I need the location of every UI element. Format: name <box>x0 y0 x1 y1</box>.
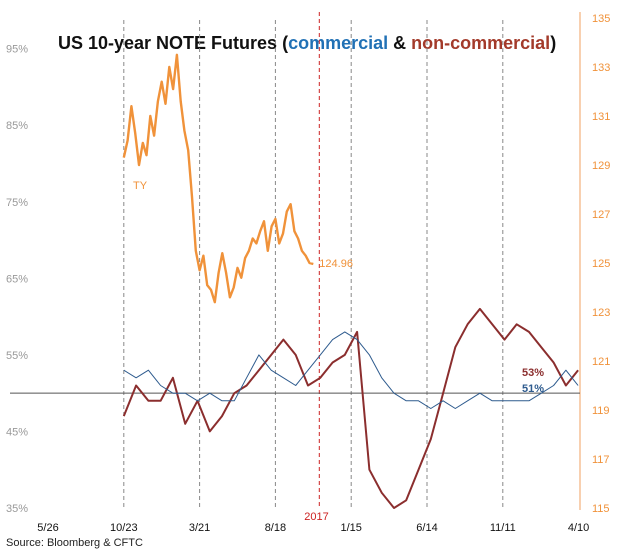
commercial-line <box>123 331 579 409</box>
right-tick-label: 119 <box>592 405 610 417</box>
title-noncommercial: non-commercial <box>411 33 550 53</box>
right-tick-label: 115 <box>592 503 610 515</box>
title-amp: & <box>388 33 411 53</box>
x-tick-label: 6/14 <box>416 522 437 534</box>
x-tick-label: 4/10 <box>568 522 589 534</box>
x-tick-label: 10/23 <box>110 522 138 534</box>
right-tick-label: 133 <box>592 62 610 74</box>
left-tick-label: 35% <box>6 503 28 515</box>
right-tick-label: 127 <box>592 209 610 221</box>
source-note: Source: Bloomberg & CFTC <box>6 537 143 549</box>
x-tick-label: 5/26 <box>37 522 58 534</box>
left-tick-label: 45% <box>6 426 28 438</box>
commercial-last-value: 51% <box>522 383 544 395</box>
right-tick-label: 129 <box>592 160 610 172</box>
title-prefix: US 10-year NOTE Futures ( <box>58 33 288 53</box>
left-tick-label: 65% <box>6 273 28 285</box>
x-tick-label: 8/18 <box>265 522 286 534</box>
title-commercial: commercial <box>288 33 388 53</box>
labels-layer: 2017 35% 45% 55% 65% 75% 85% 95% 115 117 119 121 123… <box>6 13 610 534</box>
plot-area <box>10 12 581 510</box>
ty-series-label: TY <box>133 180 148 192</box>
right-tick-label: 121 <box>592 356 610 368</box>
series-layer <box>122 53 579 509</box>
left-tick-label: 85% <box>6 120 28 132</box>
left-tick-label: 75% <box>6 197 28 209</box>
left-tick-label: 95% <box>6 44 28 56</box>
ty-last-value: 124.96 <box>319 258 353 270</box>
right-tick-label: 123 <box>592 307 610 319</box>
chart-title: US 10-year NOTE Futures (commercial & no… <box>58 33 556 53</box>
title-suffix: ) <box>550 33 556 53</box>
x-tick-label: 1/15 <box>340 522 361 534</box>
x-tick-label: 3/21 <box>189 522 210 534</box>
non-commercial-line <box>122 307 579 509</box>
ty-line <box>122 53 314 304</box>
right-tick-label: 131 <box>592 111 610 123</box>
right-tick-label: 135 <box>592 13 610 25</box>
right-tick-label: 117 <box>592 454 610 466</box>
left-tick-label: 55% <box>6 350 28 362</box>
right-tick-label: 125 <box>592 258 610 270</box>
year-marker-label: 2017 <box>304 511 328 523</box>
non-commercial-last-value: 53% <box>522 367 544 379</box>
x-tick-label: 11/11 <box>490 522 516 534</box>
